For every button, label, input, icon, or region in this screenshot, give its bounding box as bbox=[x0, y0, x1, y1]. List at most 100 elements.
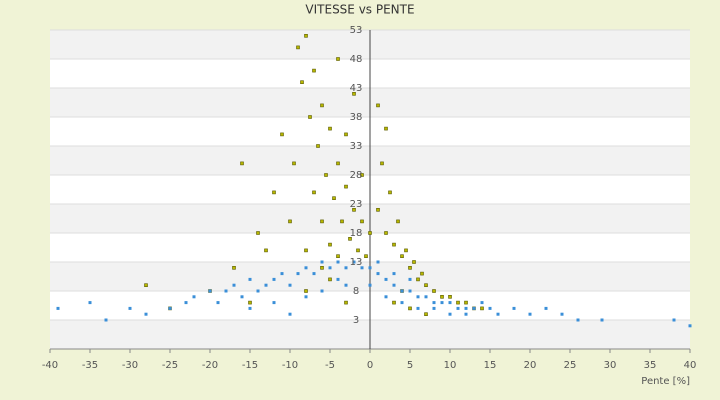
point bbox=[440, 294, 444, 299]
point bbox=[344, 184, 348, 189]
point bbox=[392, 283, 396, 287]
point bbox=[472, 306, 476, 310]
point bbox=[688, 324, 692, 328]
point bbox=[400, 301, 404, 305]
point bbox=[232, 265, 236, 270]
point bbox=[416, 306, 420, 310]
point bbox=[292, 161, 296, 166]
point bbox=[456, 306, 460, 310]
y-tick-label: 8 bbox=[353, 286, 359, 297]
point bbox=[432, 301, 436, 305]
point bbox=[328, 126, 332, 131]
point bbox=[388, 190, 392, 195]
point bbox=[304, 266, 308, 270]
y-tick-label: 28 bbox=[350, 170, 363, 181]
point bbox=[272, 277, 276, 281]
point bbox=[448, 312, 452, 316]
point bbox=[320, 265, 324, 270]
point bbox=[408, 265, 412, 270]
x-tick-label: 30 bbox=[604, 360, 617, 371]
point bbox=[320, 103, 324, 108]
x-tick-label: -30 bbox=[122, 360, 138, 371]
point bbox=[264, 283, 268, 287]
point bbox=[396, 219, 400, 224]
point bbox=[88, 301, 92, 305]
point bbox=[324, 173, 328, 177]
point bbox=[128, 306, 132, 310]
point bbox=[224, 289, 228, 293]
point bbox=[344, 132, 348, 137]
point bbox=[440, 301, 444, 305]
point bbox=[432, 306, 436, 310]
point bbox=[304, 33, 308, 38]
point bbox=[256, 289, 260, 293]
point bbox=[376, 272, 380, 276]
point bbox=[312, 272, 316, 276]
point bbox=[280, 132, 284, 137]
y-tick-label: 13 bbox=[350, 257, 363, 268]
point bbox=[376, 260, 380, 264]
point bbox=[408, 289, 412, 293]
point bbox=[392, 242, 396, 247]
point bbox=[600, 318, 604, 322]
x-tick-label: 20 bbox=[524, 360, 537, 371]
point bbox=[488, 306, 492, 310]
point bbox=[56, 306, 60, 310]
point bbox=[360, 219, 364, 224]
point bbox=[308, 115, 312, 119]
x-tick-label: -25 bbox=[162, 360, 178, 371]
point bbox=[248, 277, 252, 281]
y-tick-label: 3 bbox=[353, 315, 359, 326]
point bbox=[384, 277, 388, 281]
point bbox=[424, 295, 428, 299]
point bbox=[464, 312, 468, 316]
x-tick-label: -10 bbox=[282, 360, 298, 371]
point bbox=[560, 312, 564, 316]
point bbox=[480, 306, 484, 311]
y-tick-label: 38 bbox=[350, 112, 363, 123]
point bbox=[288, 312, 292, 316]
point bbox=[272, 301, 276, 305]
point bbox=[448, 294, 452, 299]
y-tick-label: 18 bbox=[350, 228, 363, 239]
point bbox=[328, 242, 332, 247]
chart-title: VITESSE vs PENTE bbox=[305, 3, 414, 17]
point bbox=[288, 219, 292, 224]
x-tick-label: 15 bbox=[484, 360, 497, 371]
point bbox=[320, 289, 324, 293]
point bbox=[464, 306, 468, 310]
point bbox=[296, 45, 300, 50]
point bbox=[528, 312, 532, 316]
point bbox=[336, 57, 340, 61]
point bbox=[248, 300, 252, 305]
point bbox=[412, 260, 416, 264]
point bbox=[348, 237, 352, 241]
x-tick-label: -40 bbox=[42, 360, 58, 371]
point bbox=[168, 306, 172, 310]
point bbox=[404, 248, 408, 253]
point bbox=[304, 295, 308, 299]
x-axis-label: Pente [%] bbox=[641, 376, 690, 387]
point bbox=[376, 103, 380, 108]
point bbox=[384, 295, 388, 299]
point bbox=[356, 248, 360, 253]
point bbox=[312, 68, 316, 73]
point bbox=[240, 295, 244, 299]
point bbox=[240, 161, 244, 166]
point bbox=[232, 283, 236, 287]
point bbox=[344, 283, 348, 287]
point bbox=[480, 301, 484, 305]
point bbox=[320, 219, 324, 224]
point bbox=[420, 271, 424, 276]
x-tick-label: -5 bbox=[325, 360, 335, 371]
x-tick-label: 35 bbox=[644, 360, 657, 371]
point bbox=[344, 300, 348, 305]
x-tick-label: -20 bbox=[202, 360, 218, 371]
point bbox=[424, 283, 428, 288]
point bbox=[208, 289, 212, 293]
point bbox=[576, 318, 580, 322]
point bbox=[320, 260, 324, 264]
point bbox=[416, 295, 420, 299]
point bbox=[144, 312, 148, 316]
